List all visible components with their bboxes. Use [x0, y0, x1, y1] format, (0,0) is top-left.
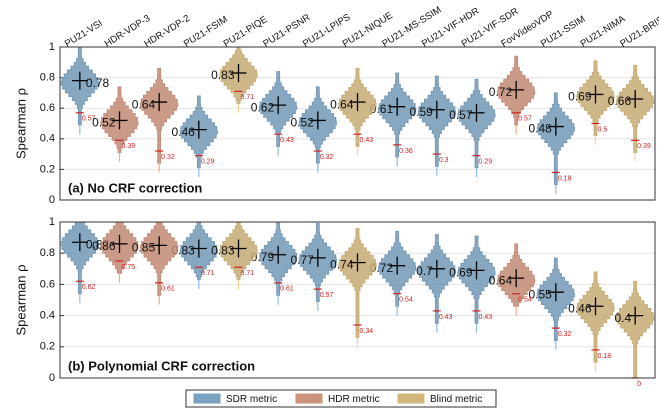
low-label: 0.39 [637, 143, 651, 150]
mean-label: 0.72 [489, 85, 513, 99]
y-tick-label: 0.4 [40, 133, 55, 145]
low-label: 0.43 [479, 314, 493, 321]
low-label: 0.71 [241, 270, 255, 277]
mean-label: 0.52 [290, 116, 314, 130]
distribution [457, 78, 496, 169]
y-tick-label: 0.2 [40, 163, 55, 175]
distribution [616, 64, 655, 153]
y-tick-label: 0 [49, 194, 55, 206]
mean-label: 0.46 [568, 301, 592, 315]
mean-label: 0.66 [608, 94, 632, 108]
mean-label: 0.64 [489, 273, 513, 287]
low-label: 0.54 [518, 297, 532, 304]
mean-label: 0.83 [211, 68, 235, 82]
low-label: 0.32 [161, 154, 175, 161]
mean-label: 0.46 [171, 125, 195, 139]
mean-label: 0.85 [132, 241, 156, 255]
distribution [457, 235, 496, 324]
legend-label: Blind metric [430, 394, 482, 405]
legend-swatch [295, 393, 323, 404]
distribution [616, 280, 655, 379]
low-label: 0.5 [598, 126, 608, 133]
y-tick-label: 1 [49, 41, 55, 53]
legend-swatch [397, 393, 425, 404]
low-label: 0.57 [518, 116, 532, 123]
mean-label: 0.55 [528, 287, 552, 301]
low-label: 0.32 [558, 331, 572, 338]
low-label: 0.36 [399, 148, 413, 155]
low-label: 0.29 [201, 158, 215, 165]
low-label: 0.43 [360, 137, 374, 144]
legend-label: SDR metric [226, 394, 277, 405]
low-label: 0.3 [439, 157, 449, 164]
low-label: 0 [637, 381, 641, 388]
mean-label: 0.69 [449, 266, 473, 280]
y-tick-label: 0.8 [40, 247, 55, 259]
mean-label: 0.64 [132, 97, 156, 111]
low-label: 0.71 [201, 270, 215, 277]
y-tick-label: 0.6 [40, 102, 55, 114]
y-tick-label: 0.4 [40, 310, 55, 322]
low-label: 0.61 [161, 286, 175, 293]
mean-label: 0.86 [92, 239, 116, 253]
y-tick-label: 1 [49, 216, 55, 228]
y-tick-label: 0.2 [40, 341, 55, 353]
distribution [417, 234, 456, 324]
plot-frame [59, 221, 656, 379]
y-axis-label: Spearman ρ [13, 88, 28, 159]
low-label: 0.29 [479, 158, 493, 165]
low-label: 0.34 [360, 328, 374, 335]
legend-swatch [193, 393, 221, 404]
x-tick-label: PU21-PIQE [222, 14, 270, 50]
mean-label: 0.69 [568, 90, 592, 104]
y-tick-label: 0.8 [40, 72, 55, 84]
distribution [140, 221, 179, 296]
y-axis-label: Spearman ρ [13, 265, 28, 336]
low-label: 0.32 [320, 154, 334, 161]
mean-label: 0.4 [614, 311, 631, 325]
low-label: 0.54 [399, 297, 413, 304]
mean-label: 0.78 [86, 76, 110, 90]
mean-label: 0.83 [211, 244, 235, 258]
legend-label: HDR metric [328, 394, 380, 405]
mean-label: 0.62 [251, 100, 275, 114]
low-label: 0.39 [122, 143, 136, 150]
mean-label: 0.7 [416, 264, 433, 278]
distribution [60, 221, 99, 295]
x-tick-label: PU21-VSI [63, 18, 105, 50]
low-label: 0.75 [122, 264, 136, 271]
panel-title: (b) Polynomial CRF correction [68, 358, 255, 373]
y-tick-label: 0.6 [40, 278, 55, 290]
mean-label: 0.74 [330, 258, 354, 272]
panel-title: (a) No CRF correction [68, 180, 202, 195]
low-label: 0.61 [280, 286, 294, 293]
mean-label: 0.64 [330, 97, 354, 111]
low-label: 0.18 [598, 353, 612, 360]
x-tick-label: PU21-BRISQUE [618, 3, 659, 49]
low-label: 0.57 [82, 116, 96, 123]
low-label: 0.18 [558, 175, 572, 182]
mean-label: 0.77 [290, 253, 314, 267]
low-label: 0.43 [280, 137, 294, 144]
mean-label: 0.48 [528, 122, 552, 136]
mean-label: 0.59 [409, 105, 433, 119]
distribution [140, 68, 179, 164]
low-label: 0.71 [241, 94, 255, 101]
mean-label: 0.57 [449, 108, 473, 122]
low-label: 0.57 [320, 292, 334, 299]
low-label: 0.43 [439, 314, 453, 321]
plot-frame [59, 46, 656, 201]
mean-label: 0.52 [92, 116, 116, 130]
distribution [576, 271, 615, 363]
distribution [417, 75, 456, 167]
distribution [536, 92, 575, 186]
distribution [338, 227, 377, 338]
low-label: 0.62 [82, 284, 96, 291]
y-tick-label: 0 [49, 372, 55, 384]
